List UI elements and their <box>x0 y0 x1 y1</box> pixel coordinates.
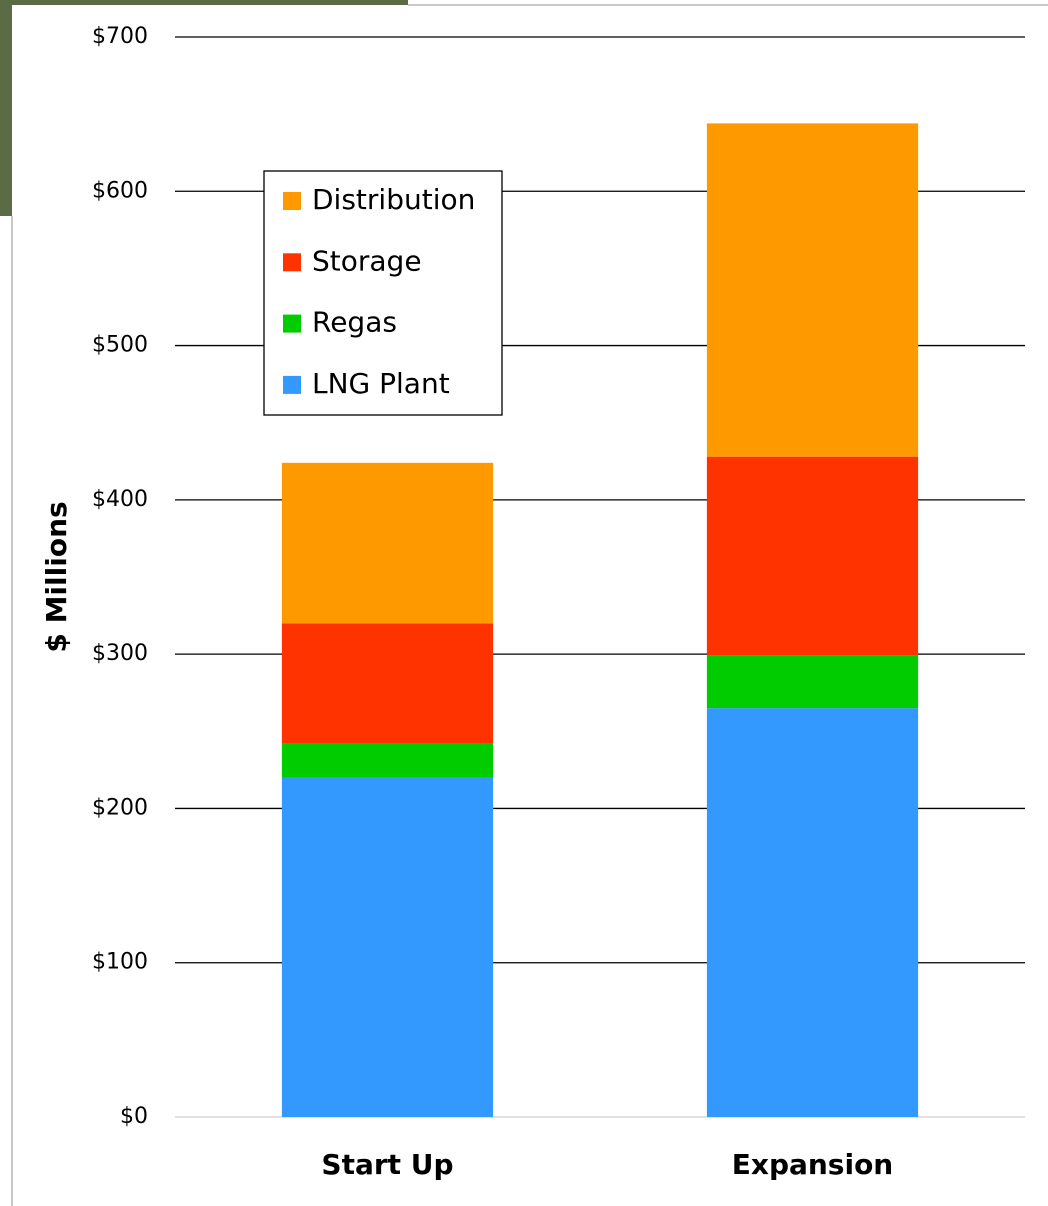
decor-strip <box>0 0 12 216</box>
y-axis-label: $ Millions <box>40 501 73 652</box>
bar-segment <box>281 777 494 1117</box>
y-tick-label: $400 <box>92 487 148 512</box>
bar-segment <box>281 623 494 744</box>
legend-swatch <box>283 192 301 210</box>
legend-swatch <box>283 253 301 272</box>
y-tick-label: $0 <box>120 1104 148 1129</box>
bar-segment <box>706 708 919 1117</box>
legend-label: LNG Plant <box>312 367 450 400</box>
y-tick-label: $500 <box>92 333 148 358</box>
x-tick-label: Start Up <box>321 1148 453 1181</box>
legend-label: Storage <box>312 244 422 277</box>
y-tick-label: $100 <box>92 950 148 975</box>
bar-segment <box>706 456 919 656</box>
legend-swatch <box>283 375 301 394</box>
y-tick-label: $600 <box>92 178 148 203</box>
y-tick-label: $200 <box>92 795 148 820</box>
decor-strip <box>0 0 408 5</box>
legend-swatch <box>283 314 301 333</box>
bar-segment <box>706 655 919 709</box>
bar-segment <box>281 462 494 624</box>
legend-box <box>263 170 503 416</box>
y-tick-label: $700 <box>92 24 148 49</box>
legend-label: Regas <box>312 306 397 339</box>
bar-segment <box>706 123 919 457</box>
bar-segment <box>281 743 494 778</box>
x-tick-label: Expansion <box>732 1148 894 1181</box>
y-tick-label: $300 <box>92 641 148 666</box>
legend-label: Distribution <box>312 183 475 216</box>
